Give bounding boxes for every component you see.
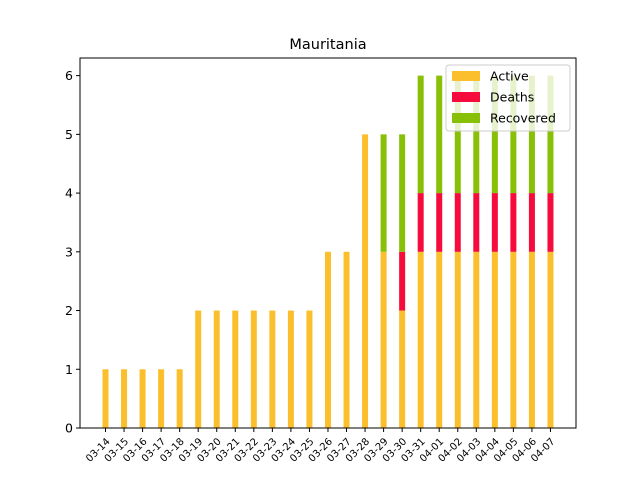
legend-swatch-deaths [452, 92, 480, 102]
bar-active-03-22 [250, 310, 257, 428]
bar-recovered-04-05 [510, 75, 517, 194]
legend-swatch-recovered [452, 113, 480, 123]
bar-recovered-04-06 [528, 75, 535, 194]
bar-active-04-07 [547, 251, 554, 428]
bar-active-03-14 [102, 369, 109, 428]
plot-frame [79, 57, 577, 429]
bar-deaths-04-04 [491, 193, 498, 252]
bar-active-03-29 [380, 251, 387, 428]
bar-active-04-04 [491, 251, 498, 428]
bar-deaths-04-07 [547, 193, 554, 252]
bar-active-03-24 [287, 310, 294, 428]
bar-deaths-03-31 [417, 193, 424, 252]
bar-active-03-30 [399, 310, 406, 428]
bars-group [102, 75, 554, 428]
legend-swatch-active [452, 71, 480, 81]
bar-active-03-23 [269, 310, 276, 428]
legend-label-active: Active [490, 69, 529, 84]
bar-active-04-02 [454, 251, 461, 428]
bar-active-03-28 [362, 134, 369, 428]
bar-recovered-03-30 [399, 134, 406, 252]
chart-title: Mauritania [289, 37, 366, 53]
bar-recovered-04-01 [436, 75, 443, 194]
y-tick-label-5: 5 [65, 127, 73, 142]
bar-recovered-04-07 [547, 75, 554, 194]
bar-deaths-04-02 [454, 193, 461, 252]
bar-active-03-25 [306, 310, 313, 428]
bar-active-04-05 [510, 251, 517, 428]
bar-deaths-04-01 [436, 193, 443, 252]
bar-recovered-04-03 [473, 75, 480, 194]
y-tick-label-3: 3 [65, 244, 73, 259]
y-tick-label-2: 2 [65, 303, 73, 318]
bar-active-03-19 [195, 310, 202, 428]
y-tick-label-6: 6 [65, 68, 73, 83]
bar-active-03-26 [324, 251, 331, 428]
bar-active-03-15 [121, 369, 128, 428]
bar-deaths-04-06 [528, 193, 535, 252]
bar-deaths-03-30 [399, 251, 406, 311]
bar-recovered-03-31 [417, 75, 424, 194]
bar-active-03-27 [343, 251, 350, 428]
bar-active-03-20 [213, 310, 220, 428]
bar-active-03-17 [158, 369, 165, 428]
bar-deaths-04-03 [473, 193, 480, 252]
bar-active-03-18 [176, 369, 183, 428]
bar-active-03-16 [139, 369, 146, 428]
bar-active-03-31 [417, 251, 424, 428]
bar-active-03-21 [232, 310, 239, 428]
y-tick-label-0: 0 [65, 421, 73, 436]
y-tick-label-1: 1 [65, 362, 73, 377]
bar-active-04-03 [473, 251, 480, 428]
bar-recovered-04-02 [454, 75, 461, 194]
bar-deaths-04-05 [510, 193, 517, 252]
legend-label-recovered: Recovered [490, 111, 556, 126]
legend: Active Deaths Recovered [445, 64, 571, 132]
y-tick-label-4: 4 [65, 186, 73, 201]
bar-active-04-06 [528, 251, 535, 428]
legend-label-deaths: Deaths [490, 90, 534, 105]
y-axis: 0 1 2 3 4 5 6 [65, 68, 80, 436]
bar-active-04-01 [436, 251, 443, 428]
bar-recovered-04-04 [491, 75, 498, 194]
bar-recovered-03-29 [380, 134, 387, 252]
